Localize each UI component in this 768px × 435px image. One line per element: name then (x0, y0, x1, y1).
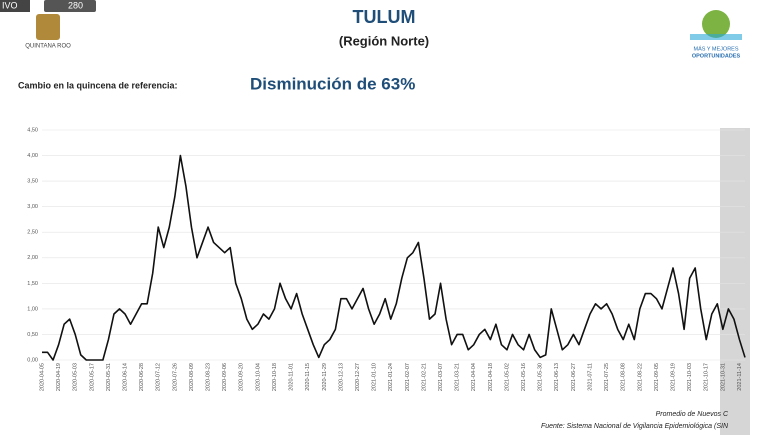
x-tick-label: 2020-05-03 (73, 363, 79, 391)
x-tick-label: 2021-02-07 (405, 363, 411, 391)
x-tick-label: 2020-07-12 (156, 363, 162, 391)
tree-logo (702, 10, 730, 38)
x-tick-label: 2020-10-04 (255, 363, 261, 391)
x-tick-label: 2021-08-08 (621, 363, 627, 391)
x-tick-label: 2021-10-31 (720, 363, 726, 391)
right-logo-2: OPORTUNIDADES (692, 53, 741, 59)
shaded-region (720, 128, 750, 435)
x-tick-label: 2021-01-24 (388, 363, 394, 391)
x-tick-label: 2021-11-14 (737, 363, 743, 391)
x-tick-label: 2020-06-28 (139, 363, 145, 391)
change-value: Disminución de 63% (250, 74, 415, 93)
live-text: IVO (2, 0, 18, 10)
x-tick-label: 2021-01-10 (372, 363, 378, 391)
state-logo: QUINTANA ROO (25, 44, 71, 50)
x-tick-label: 2021-06-27 (571, 363, 577, 391)
x-tick-label: 2021-05-30 (538, 363, 544, 391)
x-tick-label: 2020-10-18 (272, 363, 278, 391)
x-tick-label: 2021-02-21 (421, 363, 427, 391)
x-tick-label: 2020-08-23 (206, 363, 212, 391)
x-tick-label: 2020-11-15 (305, 363, 311, 391)
y-tick-label: 3,50 (27, 179, 38, 185)
viewers-badge (44, 0, 96, 12)
chart-title: TULUM (353, 7, 416, 27)
x-tick-label: 2021-10-03 (687, 363, 693, 391)
x-tick-label: 2021-05-02 (504, 363, 510, 391)
y-tick-label: 0,00 (27, 357, 38, 363)
x-tick-label: 2021-06-13 (554, 363, 560, 391)
live-badge (0, 0, 30, 12)
x-tick-label: 2021-10-17 (704, 363, 710, 391)
change-label: Cambio en la quincena de referencia: (18, 80, 178, 90)
x-tick-label: 2020-12-13 (338, 363, 344, 391)
y-tick-label: 4,00 (27, 153, 38, 159)
y-tick-label: 1,50 (27, 281, 38, 287)
x-tick-label: 2021-04-18 (488, 363, 494, 391)
state-shield (36, 14, 60, 40)
y-tick-label: 0,50 (27, 332, 38, 338)
y-tick-label: 4,50 (27, 127, 38, 133)
y-tick-label: 1,00 (27, 306, 38, 312)
x-tick-label: 2021-04-04 (471, 363, 477, 391)
y-tick-label: 2,00 (27, 255, 38, 261)
x-tick-label: 2020-05-17 (89, 363, 95, 391)
source: Fuente: Sistema Nacional de Vigilancia E… (541, 423, 729, 430)
x-tick-label: 2020-08-09 (189, 363, 195, 391)
data-line (42, 154, 746, 361)
x-tick-label: 2020-12-27 (355, 363, 361, 391)
x-tick-label: 2021-09-19 (670, 363, 676, 391)
x-tick-label: 2020-11-01 (289, 363, 295, 391)
x-tick-label: 2020-06-14 (122, 363, 128, 391)
y-tick-label: 2,50 (27, 230, 38, 236)
right-logo-1: MÁS Y MEJORES (693, 45, 738, 52)
x-tick-label: 2020-09-20 (239, 363, 245, 391)
x-tick-label: 2021-07-11 (587, 363, 593, 391)
y-tick-label: 3,00 (27, 204, 38, 210)
viewers: 280 (68, 0, 83, 10)
x-tick-label: 2021-09-05 (654, 363, 660, 391)
x-tick-label: 2021-08-22 (637, 363, 643, 391)
x-tick-label: 2021-03-07 (438, 363, 444, 391)
x-tick-label: 2021-07-25 (604, 363, 610, 391)
x-tick-label: 2020-04-19 (56, 363, 62, 391)
logo-wave (690, 34, 742, 40)
x-tick-label: 2020-07-26 (172, 363, 178, 391)
x-tick-label: 2020-11-29 (322, 363, 328, 391)
x-tick-label: 2020-04-05 (39, 363, 45, 391)
x-tick-label: 2021-03-21 (455, 363, 461, 391)
chart-subtitle: (Región Norte) (339, 33, 429, 48)
x-tick-label: 2021-05-16 (521, 363, 527, 391)
x-tick-label: 2020-05-31 (106, 363, 112, 391)
footnote: Promedio de Nuevos C (656, 411, 729, 418)
x-tick-label: 2020-09-06 (222, 363, 228, 391)
